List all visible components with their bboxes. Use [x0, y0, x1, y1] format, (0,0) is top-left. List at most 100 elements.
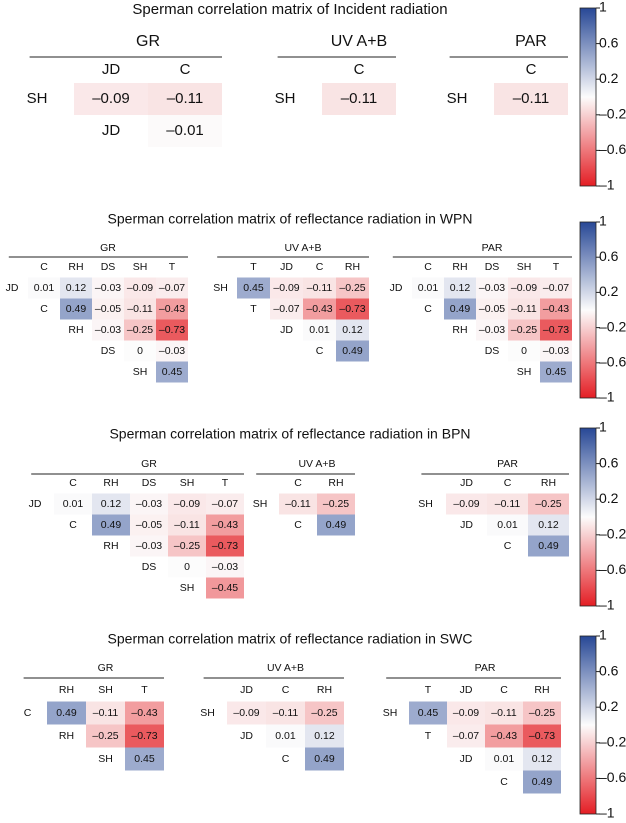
cell-label: 0.01 — [309, 324, 330, 336]
column-label: JD — [460, 477, 473, 489]
matrix-name: GR — [98, 662, 114, 674]
cell-label: –0.05 — [95, 303, 121, 315]
row-label: JD — [460, 753, 473, 765]
column-label: RH — [328, 477, 343, 489]
cell-label: –0.09 — [92, 90, 130, 107]
cell-label: 0.45 — [418, 707, 439, 719]
column-label: C — [40, 261, 48, 273]
cell-label: 0.49 — [66, 303, 87, 315]
cell-label: 0.45 — [546, 366, 567, 378]
colorbar-tick-label: –1 — [599, 597, 615, 613]
colorbar — [579, 221, 597, 399]
row-label: C — [69, 519, 77, 531]
column-label: C — [69, 477, 77, 489]
cell — [130, 514, 168, 536]
cell-label: –0.09 — [174, 498, 200, 510]
cell-label: –0.09 — [511, 282, 537, 294]
cell — [476, 277, 508, 299]
cell-label: –0.25 — [529, 707, 555, 719]
cell-label: –0.03 — [159, 345, 185, 357]
cell-label: –0.43 — [212, 519, 238, 531]
cell — [47, 701, 86, 725]
row-label: JD — [29, 498, 42, 510]
matrix-name: GR — [100, 242, 116, 254]
cell — [92, 493, 130, 515]
column-label: T — [141, 684, 148, 696]
panel-title: Sperman correlation matrix of reflectanc… — [108, 631, 473, 647]
matrix-name: PAR — [475, 662, 496, 674]
cell — [336, 277, 369, 299]
row-label: DS — [101, 345, 116, 357]
cell — [317, 514, 355, 536]
cell-label: –0.25 — [511, 324, 537, 336]
cell — [305, 701, 344, 725]
row-label: SH — [200, 707, 215, 719]
cell — [156, 277, 188, 299]
column-label: C — [282, 684, 290, 696]
cell-label: –0.07 — [543, 282, 569, 294]
row-label: RH — [452, 324, 467, 336]
cell — [303, 319, 336, 341]
column-label: JD — [280, 261, 293, 273]
cell — [494, 83, 568, 115]
cell-label: –0.45 — [212, 582, 238, 594]
cell — [270, 298, 303, 320]
row-label: DS — [142, 561, 157, 573]
colorbar-tick-label: –0.2 — [599, 106, 626, 122]
colorbar-tick-label: –1 — [599, 389, 615, 405]
cell-label: –0.43 — [131, 707, 157, 719]
row-label: T — [250, 303, 257, 315]
colorbar-tick-label: –1 — [599, 177, 615, 193]
column-label: C — [424, 261, 432, 273]
cell-label: –0.25 — [311, 707, 337, 719]
column-label: T — [425, 684, 432, 696]
row-label: SH — [447, 90, 468, 107]
row-label: SH — [383, 707, 398, 719]
cell-label: –0.25 — [174, 540, 200, 552]
cell-label: –0.43 — [159, 303, 185, 315]
column-label: C — [354, 61, 365, 78]
colorbar-tick-label: 0.2 — [599, 70, 619, 86]
cell-label: 0.12 — [66, 282, 87, 294]
cell-label: –0.03 — [479, 282, 505, 294]
row-label: JD — [6, 282, 19, 294]
cell-label: –0.11 — [273, 707, 299, 719]
cell — [168, 493, 206, 515]
cell-label: 0 — [137, 345, 143, 357]
cell-label: 0.49 — [532, 776, 553, 788]
cell — [148, 115, 222, 147]
row-label: C — [282, 753, 290, 765]
row-label: SH — [27, 90, 48, 107]
colorbar-tick-label: 0.6 — [599, 662, 619, 678]
cell — [317, 493, 355, 515]
cell — [409, 701, 447, 725]
cell-label: 0.12 — [538, 519, 559, 531]
column-label: C — [526, 61, 537, 78]
cell-label: 0.49 — [314, 753, 335, 765]
cell — [206, 535, 244, 557]
column-label: RH — [317, 684, 332, 696]
column-label: SH — [133, 261, 148, 273]
column-label: SH — [98, 684, 113, 696]
cell-label: 0.49 — [101, 519, 122, 531]
cell-label: 0.12 — [314, 730, 335, 742]
cell — [508, 319, 540, 341]
cell-label: –0.11 — [513, 90, 549, 107]
cell — [523, 701, 561, 725]
cell — [86, 701, 125, 725]
row-label: SH — [98, 753, 113, 765]
cell-label: –0.09 — [273, 282, 299, 294]
row-label: C — [500, 776, 508, 788]
column-label: SH — [517, 261, 532, 273]
colorbar — [579, 427, 597, 607]
colorbar-tick-label: 0.6 — [599, 248, 619, 264]
cell-label: –0.11 — [127, 303, 153, 315]
row-label: RH — [59, 730, 74, 742]
cell — [266, 701, 305, 725]
cell — [227, 701, 266, 725]
column-label: RH — [345, 261, 360, 273]
cell-label: –0.07 — [159, 282, 185, 294]
cell — [124, 298, 156, 320]
cell-label: –0.25 — [339, 282, 365, 294]
cell-label: 0.01 — [418, 282, 439, 294]
